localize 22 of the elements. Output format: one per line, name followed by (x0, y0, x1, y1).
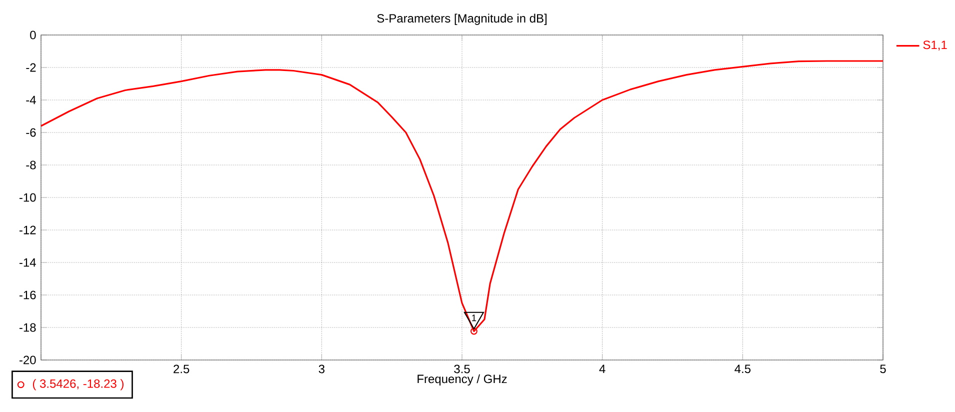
x-tick-label: 4.5 (734, 364, 751, 374)
x-tick-label: 3 (318, 364, 324, 374)
y-tick-label: -4 (26, 96, 36, 104)
y-tick-label: -2 (26, 63, 36, 72)
legend-label: S1,1 (923, 40, 947, 51)
y-tick-label: 0 (30, 30, 36, 40)
y-tick-label: -6 (26, 128, 36, 137)
y-tick-label: -14 (20, 258, 36, 267)
x-tick-label: 3.5 (454, 364, 470, 374)
x-tick-label: 5 (880, 364, 886, 374)
y-tick-label: -8 (26, 160, 36, 170)
text: ( 3.5426, -18.23 ) (32, 379, 124, 390)
x-tick-label: 4 (599, 364, 606, 373)
annotation: 1 (472, 314, 476, 322)
y-tick-label: -16 (20, 290, 36, 300)
y-tick-label: -10 (20, 193, 36, 202)
x-tick-label: 2.5 (174, 364, 190, 374)
y-tick-label: -20 (20, 356, 36, 364)
y-tick-label: -18 (20, 323, 36, 332)
chart-title: S-Parameters [Magnitude in dB] (377, 14, 547, 25)
x-axis-title: Frequency / GHz (418, 374, 507, 386)
y-tick-label: -12 (20, 226, 36, 234)
